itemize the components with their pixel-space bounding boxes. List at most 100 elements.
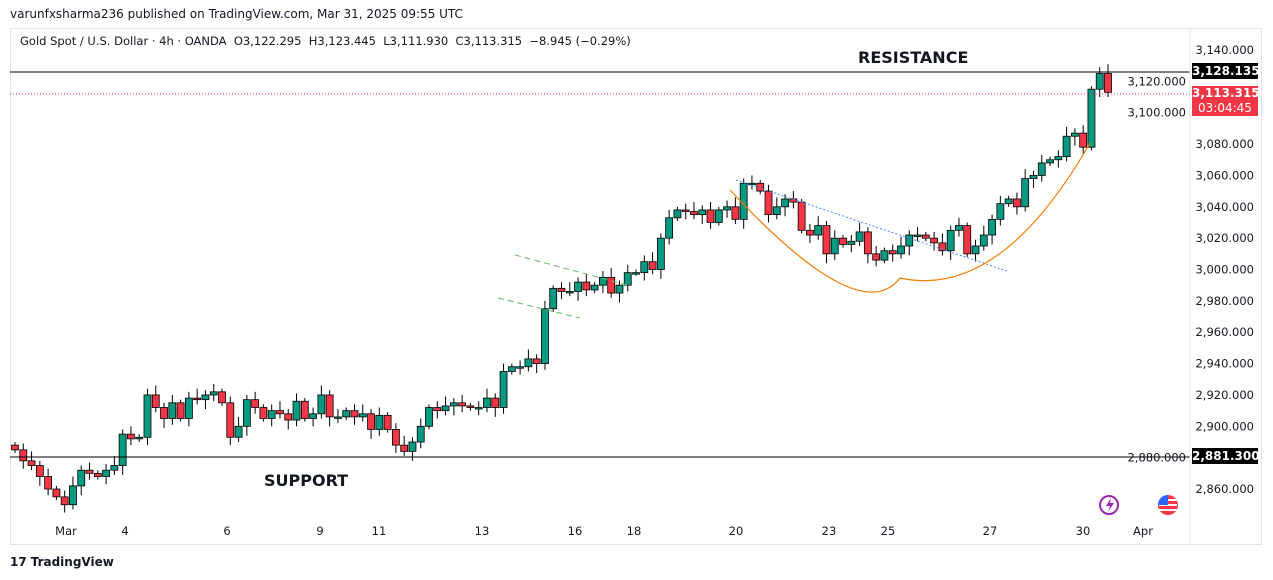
candle-body (201, 394, 210, 401)
candle-body (1021, 178, 1030, 208)
candle-body (797, 201, 806, 231)
candle-body (168, 402, 177, 419)
candle (425, 404, 433, 430)
y-tick-label: 3,000.000 (1195, 263, 1254, 277)
candle (541, 300, 549, 370)
candle-body (1062, 135, 1071, 158)
candle-body (938, 242, 947, 252)
rounded-bottom-curve (729, 142, 1091, 293)
candle-body (822, 225, 831, 255)
x-tick-label: 9 (316, 524, 323, 538)
candle-body (425, 407, 433, 427)
y-tick-label: 3,040.000 (1195, 200, 1254, 214)
y-tick-label: 3,080.000 (1195, 137, 1254, 151)
candle (449, 398, 458, 416)
chart-frame[interactable] (10, 28, 1262, 545)
candle-body (748, 182, 756, 186)
candle (226, 396, 235, 446)
candle-body (110, 465, 119, 471)
tradingview-logo[interactable]: 17 TradingView (10, 555, 114, 569)
y-tick-label: 3,020.000 (1195, 231, 1254, 245)
candle-body (226, 402, 235, 438)
close-value: C3,113.315 (455, 34, 523, 48)
candle (1037, 155, 1046, 182)
x-tick-label: 4 (121, 524, 128, 538)
candle-body (574, 281, 582, 292)
tv-logo-icon: 17 (10, 555, 27, 569)
candle-body (665, 217, 674, 239)
candle (607, 267, 616, 298)
candle (814, 216, 823, 240)
high-value: H3,123.445 (308, 34, 376, 48)
candle-body (458, 402, 467, 407)
candle (756, 180, 765, 195)
candle (300, 398, 309, 422)
us-flag-icon[interactable] (1158, 495, 1178, 515)
candle (930, 231, 939, 251)
candle-body (706, 209, 715, 223)
y-tick-label: 3,140.000 (1195, 43, 1254, 57)
candle (416, 418, 425, 449)
candle (433, 401, 442, 419)
candle (656, 233, 665, 279)
candle (557, 282, 566, 300)
candle (1087, 86, 1096, 151)
candle (888, 244, 897, 262)
candle-body (855, 231, 864, 242)
candle (988, 214, 996, 245)
candle (118, 429, 127, 475)
candle (35, 460, 44, 486)
candle-body (375, 414, 384, 430)
candle-body (300, 400, 309, 419)
y-tick-label: 2,960.000 (1195, 325, 1254, 339)
candle (27, 451, 36, 471)
candle (93, 470, 102, 480)
candle (996, 195, 1005, 226)
last-price-tag: 3,113.315 03:04:45 (1192, 86, 1260, 116)
candle (781, 194, 789, 217)
candle (267, 404, 276, 427)
candle (184, 391, 193, 427)
candle (1054, 150, 1063, 168)
candle-body (151, 394, 160, 408)
candle (797, 198, 806, 234)
candle (151, 385, 160, 413)
y-tick-label: 2,920.000 (1195, 388, 1254, 402)
y-tick-label: 2,900.000 (1195, 419, 1254, 433)
candle-body (259, 407, 268, 419)
candle-body (1070, 132, 1079, 137)
candle-body (483, 397, 491, 408)
candle (839, 235, 847, 248)
candle (234, 416, 243, 442)
lightning-icon[interactable] (1099, 495, 1119, 515)
candle (847, 235, 856, 253)
candle-body (391, 429, 400, 446)
candle (60, 490, 69, 513)
candle-body (449, 402, 458, 407)
candle-body (863, 231, 872, 255)
candle-body (60, 496, 69, 506)
candle-body (590, 284, 599, 291)
candle-body (433, 407, 442, 412)
candle (251, 391, 260, 414)
candle (474, 401, 483, 416)
candle-body (1029, 175, 1038, 179)
candle-body (607, 276, 616, 294)
candle-body (888, 250, 897, 255)
support-label: SUPPORT (264, 471, 349, 490)
x-tick-label: 13 (475, 524, 490, 538)
candle (673, 206, 682, 221)
candle (938, 233, 947, 256)
candle (19, 443, 28, 469)
open-value: O3,122.295 (233, 34, 302, 48)
candle (201, 390, 210, 410)
candle-body (996, 203, 1005, 220)
candle (325, 390, 334, 427)
candle-body (723, 206, 732, 211)
x-tick-label: 20 (729, 524, 744, 538)
candle (499, 363, 508, 414)
candle (872, 246, 881, 267)
candle-body (19, 449, 28, 462)
candle-body (499, 371, 508, 408)
